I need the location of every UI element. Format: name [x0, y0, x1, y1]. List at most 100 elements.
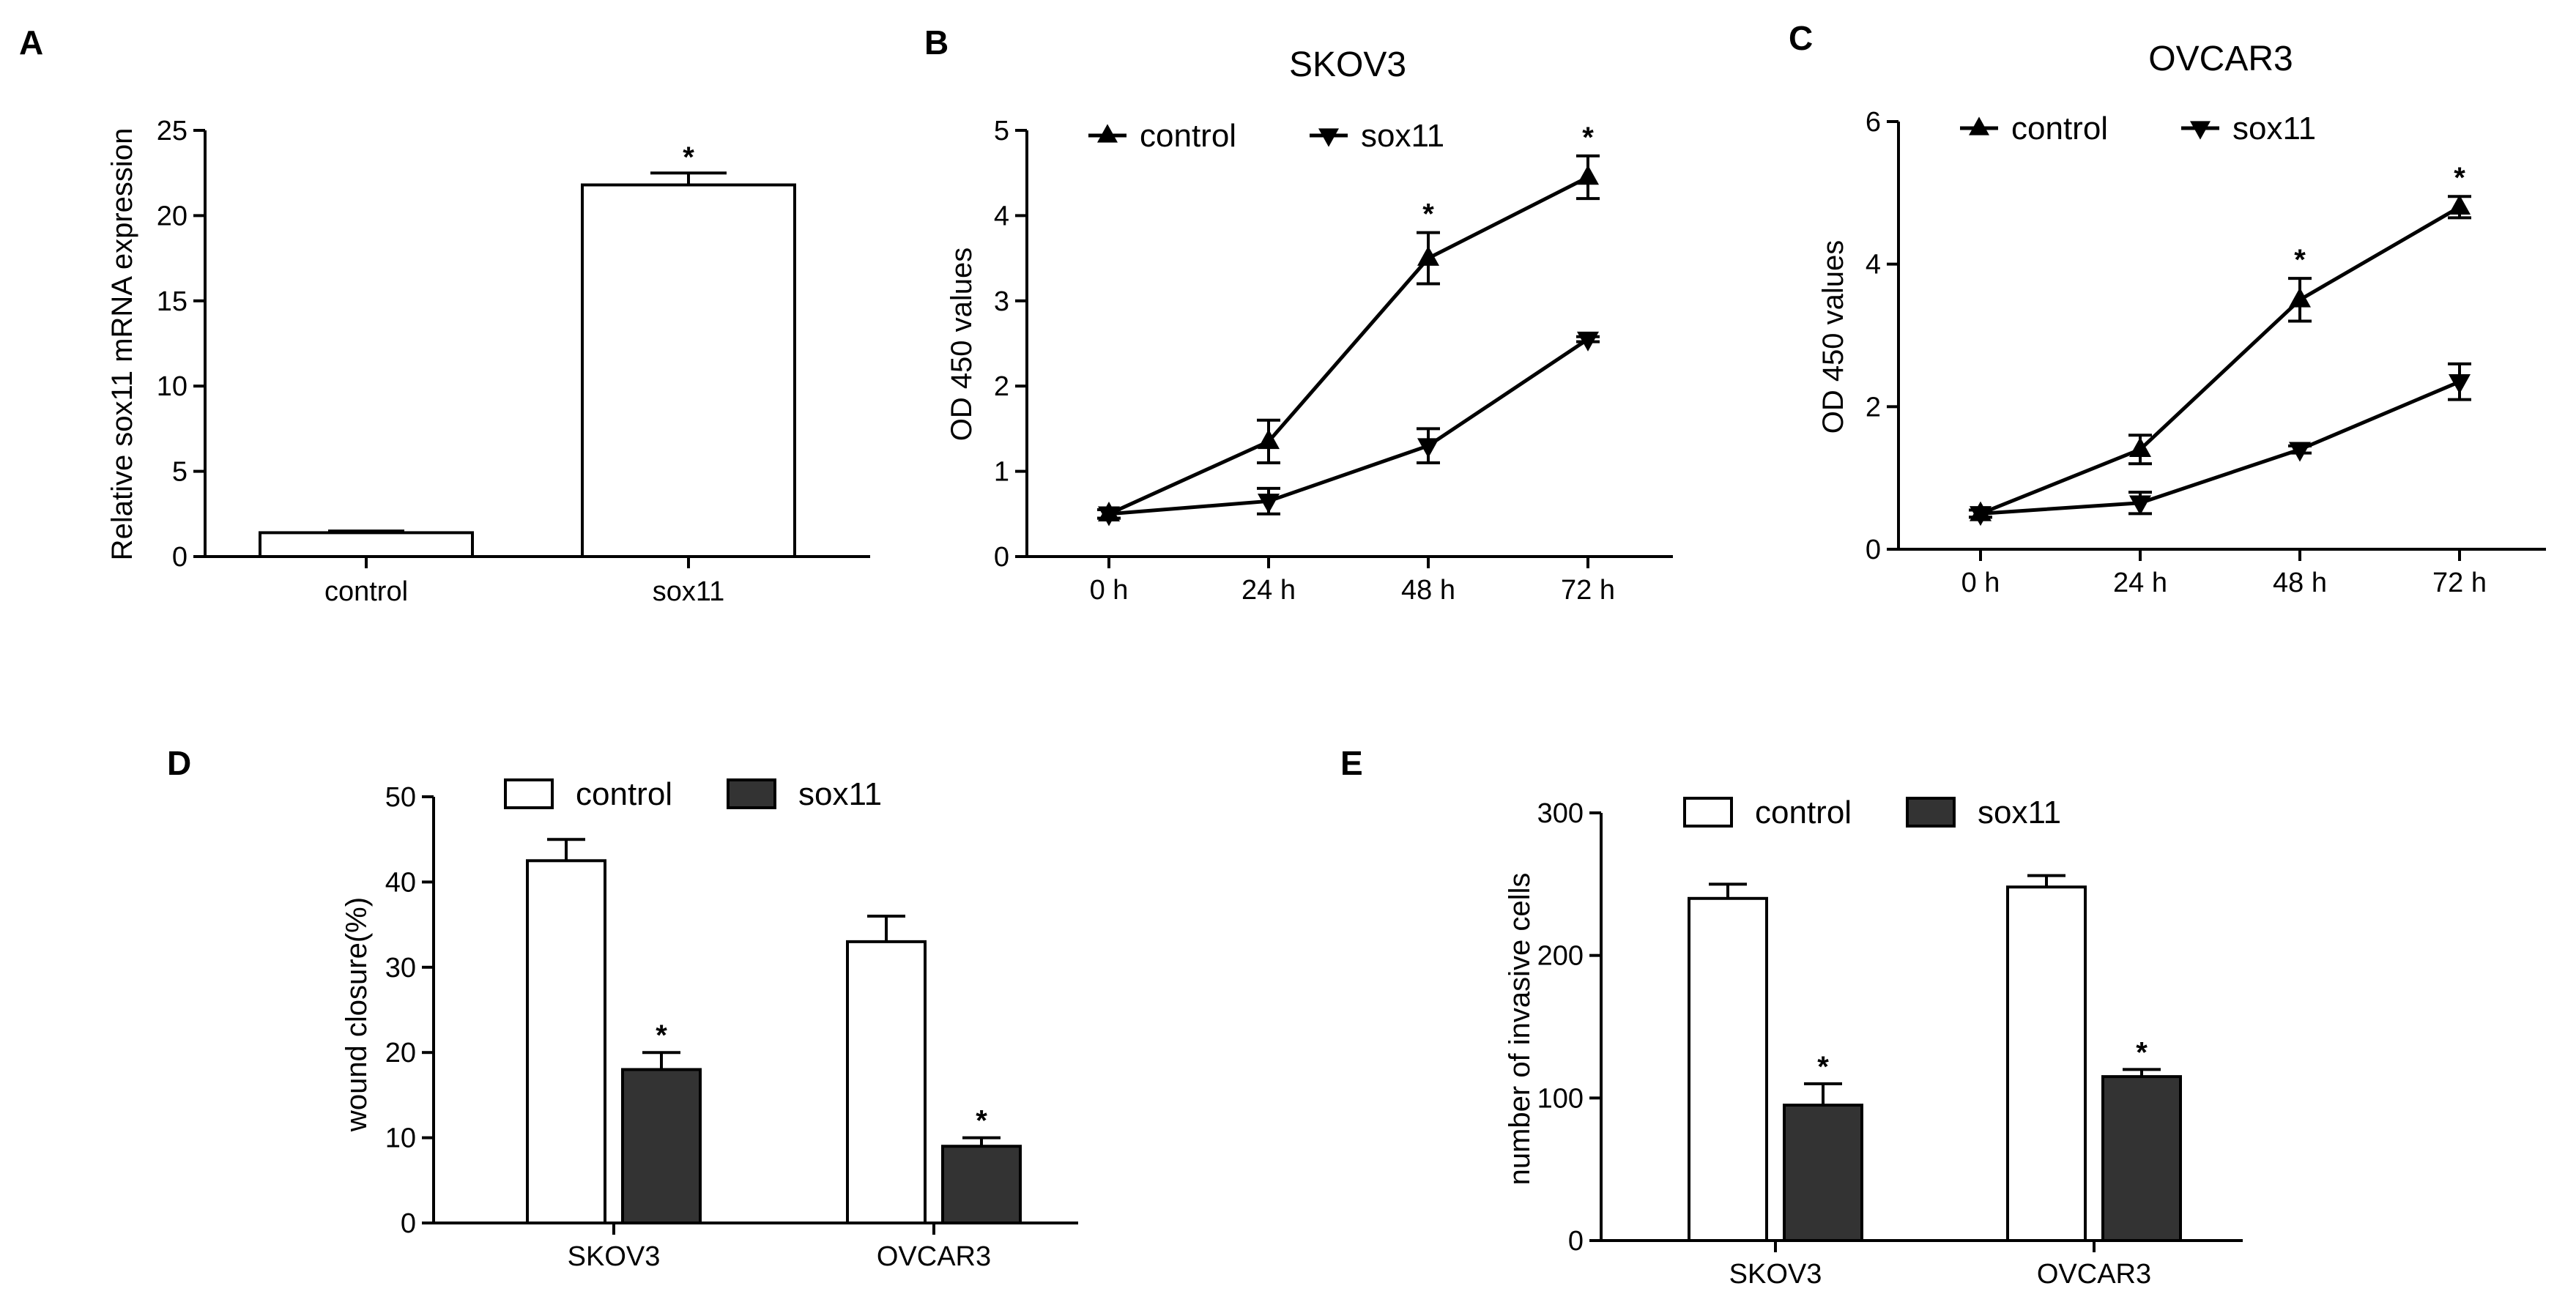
panel-e-bar-control-OVCAR3 — [2006, 885, 2087, 1243]
panel-e-significance-star: * — [2136, 1036, 2148, 1068]
panel-e-significance-star: * — [1817, 1051, 1829, 1083]
panel-b-legend-marker-sox11 — [1318, 128, 1339, 147]
panel-e-ylabel: number of invasive cells — [1504, 873, 1536, 1186]
panel-b-xtick-label: 0 h — [1090, 575, 1129, 606]
panel-d-legend-swatch-control — [504, 778, 554, 809]
panel-c-title: OVCAR3 — [2148, 40, 2293, 78]
panel-b-ytick-label: 0 — [994, 542, 1009, 573]
panel-c-point-sox11 — [1970, 506, 1992, 527]
panel-c-legend-label-sox11: sox11 — [2232, 111, 2316, 146]
panel-e-legend-swatch-control — [1683, 797, 1733, 828]
panel-a-ytick-label: 20 — [157, 201, 188, 231]
panel-a-ytick-label: 5 — [172, 457, 188, 488]
panel-d-bar-control-OVCAR3 — [846, 940, 927, 1224]
panel-d-ytick-label: 10 — [385, 1123, 416, 1154]
panel-b-significance-star: * — [1422, 198, 1434, 231]
panel-label-a: A — [19, 23, 43, 62]
panel-c-xtick-label: 24 h — [2113, 568, 2167, 598]
panel-e-legend-label-control: control — [1755, 795, 1852, 830]
panel-c-point-control — [2449, 195, 2471, 215]
panel-b-point-control — [1417, 245, 1439, 266]
panel-b-legend-label-control: control — [1140, 118, 1236, 154]
panel-a-significance-star: * — [683, 141, 694, 174]
panel-c-ytick-label: 6 — [1866, 107, 1881, 138]
panel-c-ytick-label: 0 — [1866, 535, 1881, 565]
panel-e-legend-swatch-sox11 — [1906, 797, 1956, 828]
panel-d-legend-label-control: control — [576, 776, 672, 812]
panel-b-ytick-label: 5 — [994, 116, 1009, 146]
panel-e-bar-sox11-SKOV3 — [1783, 1104, 1863, 1242]
panel-c-ytick-label: 4 — [1866, 250, 1881, 280]
panel-a-ylabel: Relative sox11 mRNA expression — [106, 128, 138, 561]
panel-e-ytick-label: 300 — [1537, 798, 1584, 829]
panel-b-xtick-label: 72 h — [1561, 575, 1615, 606]
panel-e-legend-label-sox11: sox11 — [1978, 795, 2061, 830]
panel-d-ytick-label: 20 — [385, 1038, 416, 1068]
panel-d-legend-swatch-sox11 — [727, 778, 776, 809]
panel-e-ytick-label: 200 — [1537, 941, 1584, 972]
panel-c-significance-star: * — [2454, 162, 2465, 194]
panel-c-legend-marker-sox11 — [2190, 121, 2211, 140]
panel-c-point-sox11 — [2449, 374, 2471, 395]
panel-d-significance-star: * — [656, 1019, 667, 1052]
panel-d-legend-label-sox11: sox11 — [798, 776, 882, 812]
panel-label-c: C — [1789, 19, 1813, 57]
panel-c-ytick-label: 2 — [1866, 392, 1881, 423]
panel-b-line-sox11 — [1108, 338, 1589, 516]
panel-d-bar-sox11-SKOV3 — [621, 1068, 702, 1224]
panel-d-significance-star: * — [976, 1105, 987, 1137]
panel-a-bar-sox11 — [581, 183, 796, 558]
panel-c-line-sox11 — [1980, 379, 2460, 516]
panel-c-legend-marker-control — [1969, 116, 1989, 135]
panel-c-xtick-label: 72 h — [2432, 568, 2487, 598]
panel-e-ytick-label: 0 — [1568, 1226, 1584, 1257]
panel-d-xtick-label: OVCAR3 — [877, 1241, 991, 1272]
panel-c-point-control — [2289, 287, 2311, 308]
panel-b-point-sox11 — [1258, 494, 1280, 514]
panel-c-ylabel: OD 450 values — [1817, 240, 1849, 434]
panel-d-xtick-label: SKOV3 — [568, 1241, 661, 1272]
panel-b-line-control — [1107, 175, 1589, 516]
panel-e-bar-control-SKOV3 — [1688, 896, 1768, 1243]
panel-b-ytick-label: 3 — [994, 286, 1009, 317]
panel-a-ytick-label: 25 — [157, 116, 188, 146]
panel-e-xtick-label: OVCAR3 — [2037, 1259, 2151, 1290]
panel-d-bar-sox11-OVCAR3 — [941, 1145, 1022, 1224]
panel-label-d: D — [167, 744, 191, 782]
panel-d-ytick-label: 0 — [401, 1208, 416, 1239]
panel-a-ytick-label: 10 — [157, 371, 188, 402]
panel-label-e: E — [1340, 744, 1363, 782]
panel-a-xtick-label: control — [324, 576, 408, 607]
panel-a-bar-control — [259, 531, 474, 559]
panel-b-point-sox11 — [1577, 331, 1599, 352]
panel-b-ytick-label: 2 — [994, 371, 1009, 402]
panel-b-legend-marker-control — [1097, 124, 1118, 143]
panel-b-point-control — [1258, 429, 1280, 450]
panel-e-bar-sox11-OVCAR3 — [2101, 1075, 2182, 1242]
panel-b-legend-label-sox11: sox11 — [1361, 118, 1444, 154]
panel-d-bar-control-SKOV3 — [526, 859, 606, 1225]
panel-b-ylabel: OD 450 values — [946, 248, 978, 442]
panel-c-significance-star: * — [2294, 244, 2306, 276]
panel-e-ytick-label: 100 — [1537, 1083, 1584, 1114]
panel-b-title: SKOV3 — [1289, 45, 1406, 84]
panel-a-ytick-label: 0 — [172, 542, 188, 573]
panel-c-xtick-label: 0 h — [1961, 568, 2000, 598]
panel-d-ylabel: wound closure(%) — [341, 897, 373, 1132]
panel-b-xtick-label: 48 h — [1401, 575, 1455, 606]
panel-c-line-control — [1980, 205, 2461, 516]
panel-b-point-control — [1577, 165, 1599, 185]
panel-b-point-sox11 — [1098, 506, 1120, 527]
panel-b-ytick-label: 1 — [994, 457, 1009, 488]
panel-label-b: B — [924, 23, 949, 62]
panel-c-xtick-label: 48 h — [2273, 568, 2327, 598]
panel-d-ytick-label: 40 — [385, 867, 416, 898]
panel-d-ytick-label: 50 — [385, 782, 416, 813]
panel-c-point-control — [2129, 436, 2151, 457]
panel-e-xtick-label: SKOV3 — [1729, 1259, 1822, 1290]
panel-a-ytick-label: 15 — [157, 286, 188, 317]
panel-c-legend-label-control: control — [2011, 111, 2108, 146]
panel-b-ytick-label: 4 — [994, 201, 1009, 231]
panel-b-significance-star: * — [1582, 122, 1594, 154]
